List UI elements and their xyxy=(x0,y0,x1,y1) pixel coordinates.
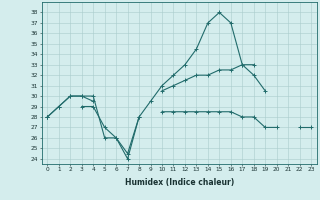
X-axis label: Humidex (Indice chaleur): Humidex (Indice chaleur) xyxy=(124,178,234,187)
